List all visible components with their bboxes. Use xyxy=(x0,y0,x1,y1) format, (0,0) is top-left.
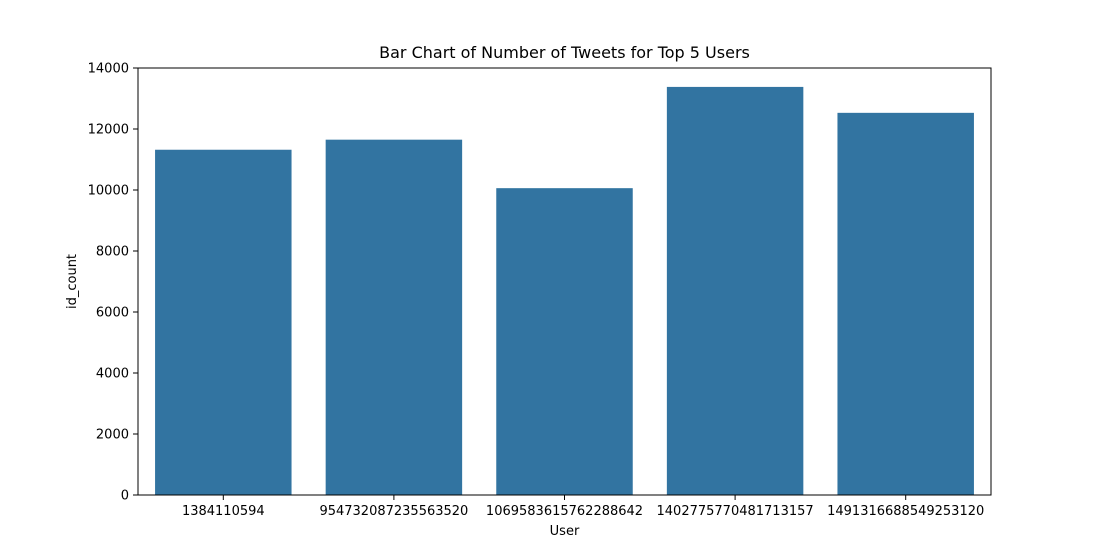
plot-frame xyxy=(137,67,992,496)
x-axis: 1384110594 954732087235563520 106958361576… xyxy=(182,495,984,519)
bar-1384110594 xyxy=(155,149,292,496)
x-tick-label: 1069583615762288642 xyxy=(486,504,643,519)
x-tick-label: 1402775770481713157 xyxy=(657,504,814,519)
bars-group xyxy=(155,86,974,496)
x-tick-label: 1491316688549253120 xyxy=(827,504,984,519)
y-axis: 0 2000 4000 6000 8000 10000 12000 14000 xyxy=(88,62,138,504)
y-tick-label: 8000 xyxy=(96,245,129,260)
x-tick-label: 1384110594 xyxy=(182,504,265,519)
y-tick-label: 0 xyxy=(121,489,129,504)
y-tick-label: 10000 xyxy=(88,184,129,199)
y-tick-label: 4000 xyxy=(96,367,129,382)
bar-1402775770481713157 xyxy=(666,86,804,495)
y-axis-label: id_count xyxy=(65,254,80,309)
x-axis-label: User xyxy=(550,524,580,539)
bar-954732087235563520 xyxy=(325,139,463,496)
bar-1491316688549253120 xyxy=(837,112,974,496)
y-tick-label: 2000 xyxy=(96,428,129,443)
bar-1069583615762288642 xyxy=(496,188,633,496)
y-tick-label: 6000 xyxy=(96,306,129,321)
y-tick-label: 12000 xyxy=(88,123,129,138)
y-tick-label: 14000 xyxy=(88,62,129,77)
chart-title: Bar Chart of Number of Tweets for Top 5 … xyxy=(379,43,750,62)
x-tick-label: 954732087235563520 xyxy=(319,504,468,519)
